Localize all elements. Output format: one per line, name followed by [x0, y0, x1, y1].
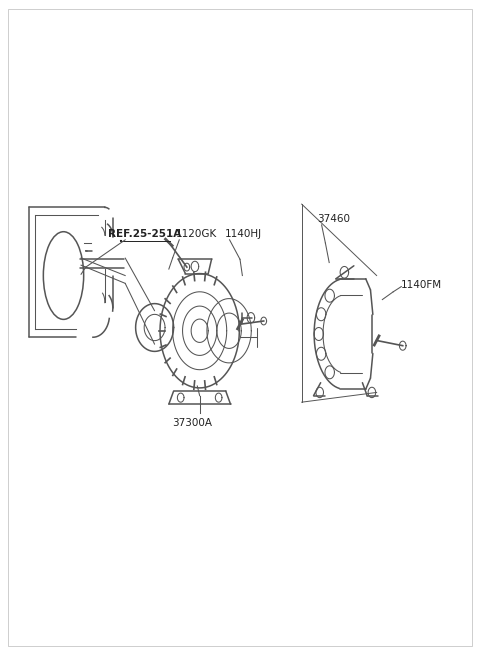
Text: 37460: 37460 [317, 214, 350, 223]
Text: 1140FM: 1140FM [401, 280, 443, 290]
Text: 1140HJ: 1140HJ [225, 229, 262, 238]
Text: 37300A: 37300A [172, 419, 213, 428]
Text: 1120GK: 1120GK [176, 229, 217, 238]
Text: REF.25-251A: REF.25-251A [108, 229, 182, 238]
